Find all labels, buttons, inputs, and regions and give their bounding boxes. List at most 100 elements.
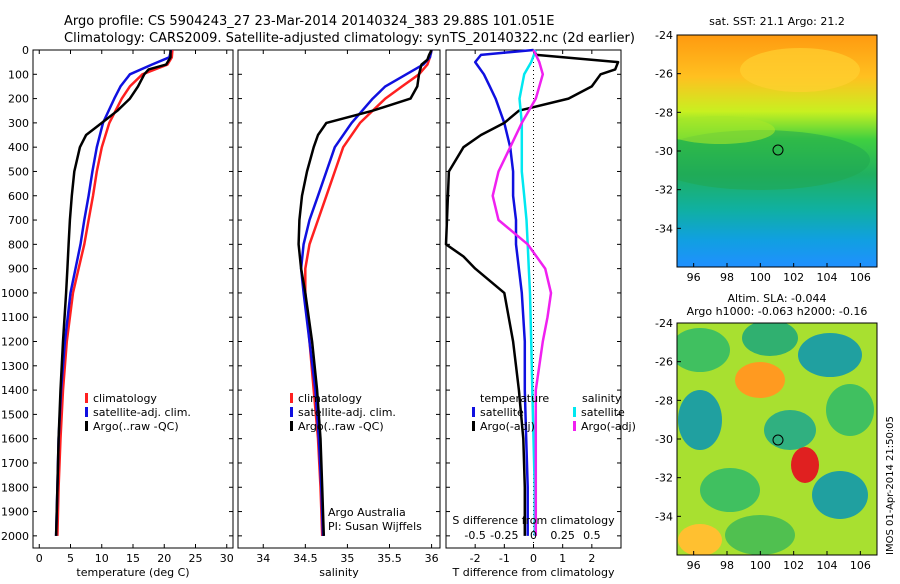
depth-tick-label: 300	[8, 117, 29, 130]
sla-eddy	[791, 447, 819, 483]
temperature-xtick-label: 0	[36, 552, 43, 565]
depth-tick-label: 1600	[1, 433, 29, 446]
panel-annotation: Argo Australia	[328, 506, 406, 519]
legend-swatch	[573, 407, 576, 417]
map-xtick-label: 96	[687, 559, 701, 572]
legend-label: climatology	[93, 392, 157, 405]
temperature-xtick-label: 20	[157, 552, 171, 565]
temperature-xtick-label: 10	[95, 552, 109, 565]
top-xtick-label: 0	[530, 529, 537, 542]
depth-tick-label: 400	[8, 141, 29, 154]
salinity-xtick-label: 34.5	[293, 552, 318, 565]
temperature-xlabel: temperature (deg C)	[76, 566, 189, 579]
map-xtick-label: 102	[783, 271, 804, 284]
sla-eddy	[812, 471, 868, 519]
sst-map: sat. SST: 21.1 Argo: 21.2 96 98 100 102 104 1…	[655, 15, 878, 284]
depth-tick-label: 700	[8, 214, 29, 227]
depth-tick-label: 1400	[1, 384, 29, 397]
legend-swatch	[85, 393, 88, 403]
sla-map-subtitle: Argo h1000: -0.063 h2000: -0.16	[687, 305, 868, 318]
depth-tick-label: 500	[8, 165, 29, 178]
timestamp-stamp: IMOS 01-Apr-2014 21:50:05	[885, 416, 896, 555]
legend-label: Argo(-adj)	[581, 420, 636, 433]
legend-swatch	[573, 421, 576, 431]
sla-eddy	[826, 384, 874, 436]
sla-eddy	[764, 410, 816, 450]
legend-label: Argo(-adj)	[480, 420, 535, 433]
salinity-frame	[237, 49, 441, 549]
map-xtick-label: 106	[850, 559, 871, 572]
salinity-xtick-label: 35.5	[377, 552, 402, 565]
sla-eddy	[798, 333, 862, 377]
salinity-xtick-label: 36	[425, 552, 439, 565]
salinity-xtick-label: 35	[340, 552, 354, 565]
map-xtick-label: 104	[817, 271, 838, 284]
temperature-xtick-label: 25	[189, 552, 203, 565]
temperature-frame	[32, 49, 234, 549]
sla-map: Altim. SLA: -0.044 Argo h1000: -0.063 h2…	[655, 292, 878, 572]
map-ytick-label: -30	[655, 433, 673, 446]
depth-tick-label: 1200	[1, 336, 29, 349]
salinity-series-line	[304, 49, 433, 536]
map-xtick-label: 96	[687, 271, 701, 284]
depth-tick-label: 200	[8, 93, 29, 106]
temperature-panel: 0100200300400500600700800900100011001200…	[1, 44, 234, 579]
salinity-series-line	[297, 49, 433, 536]
temperature-xtick-label: 5	[67, 552, 74, 565]
differences-xlabel: T difference from climatology	[452, 566, 615, 579]
legend-swatch	[85, 407, 88, 417]
legend-label: Argo(..raw -QC)	[298, 420, 384, 433]
map-ytick-label: -26	[655, 356, 673, 369]
top-axis-label: S difference from climatology	[452, 514, 615, 527]
map-ytick-label: -26	[655, 68, 673, 81]
temperature-series-line	[54, 50, 172, 536]
title-line-2: Climatology: CARS2009. Satellite-adjuste…	[64, 31, 635, 46]
depth-tick-label: 2000	[1, 530, 29, 543]
panel-annotation: PI: Susan Wijffels	[328, 520, 422, 533]
map-ytick-label: -28	[655, 106, 673, 119]
map-xtick-label: 100	[750, 271, 771, 284]
sst-argo-marker	[772, 144, 784, 156]
legend-label: Argo(..raw -QC)	[93, 420, 179, 433]
depth-tick-label: 600	[8, 190, 29, 203]
legend-swatch	[290, 393, 293, 403]
sla-map-axes: 96 98 100 102 104 106 -24 -26 -28 -30 -32 -34	[655, 317, 871, 572]
top-xtick-label: 0.25	[550, 529, 575, 542]
sst-map-axes: 96 98 100 102 104 106 -24 -26 -28 -30 -32 -34	[655, 29, 871, 284]
differences-panel: -2 -1 0 1 2T difference from climatology temp…	[444, 48, 636, 579]
salinity-xlabel: salinity	[319, 566, 359, 579]
top-xtick-label: 0.5	[583, 529, 601, 542]
top-xtick-label: -0.5	[464, 529, 485, 542]
map-ytick-label: -32	[655, 184, 673, 197]
map-xtick-label: 102	[783, 559, 804, 572]
depth-tick-label: 1000	[1, 287, 29, 300]
legend-swatch	[472, 407, 475, 417]
top-xtick-label: -0.25	[490, 529, 518, 542]
differences-series-line	[444, 49, 620, 536]
map-xtick-label: 100	[750, 559, 771, 572]
salinity-panel: 34 34.5 35 35.5 36 salinity climatologysatelli…	[237, 49, 441, 579]
map-ytick-label: -24	[655, 29, 673, 42]
legend-label: satellite-adj. clim.	[93, 406, 191, 419]
depth-tick-label: 800	[8, 238, 29, 251]
legend-label: satellite-adj. clim.	[298, 406, 396, 419]
legend-heading: temperature	[480, 392, 549, 405]
legend-label: climatology	[298, 392, 362, 405]
legend-label: satellite	[581, 406, 625, 419]
depth-tick-label: 100	[8, 68, 29, 81]
legend-swatch	[472, 421, 475, 431]
differences-xtick-label: 1	[559, 552, 566, 565]
profile-panels: 0100200300400500600700800900100011001200…	[1, 44, 636, 579]
map-ytick-label: -32	[655, 472, 673, 485]
sla-eddy	[678, 524, 722, 555]
temperature-xtick-label: 30	[220, 552, 234, 565]
map-ytick-label: -24	[655, 317, 673, 330]
differences-xtick-label: -1	[499, 552, 510, 565]
differences-series-line	[518, 49, 537, 536]
differences-xtick-label: 0	[530, 552, 537, 565]
salinity-xtick-label: 34	[256, 552, 270, 565]
depth-tick-label: 1100	[1, 311, 29, 324]
sla-eddy	[735, 362, 785, 398]
